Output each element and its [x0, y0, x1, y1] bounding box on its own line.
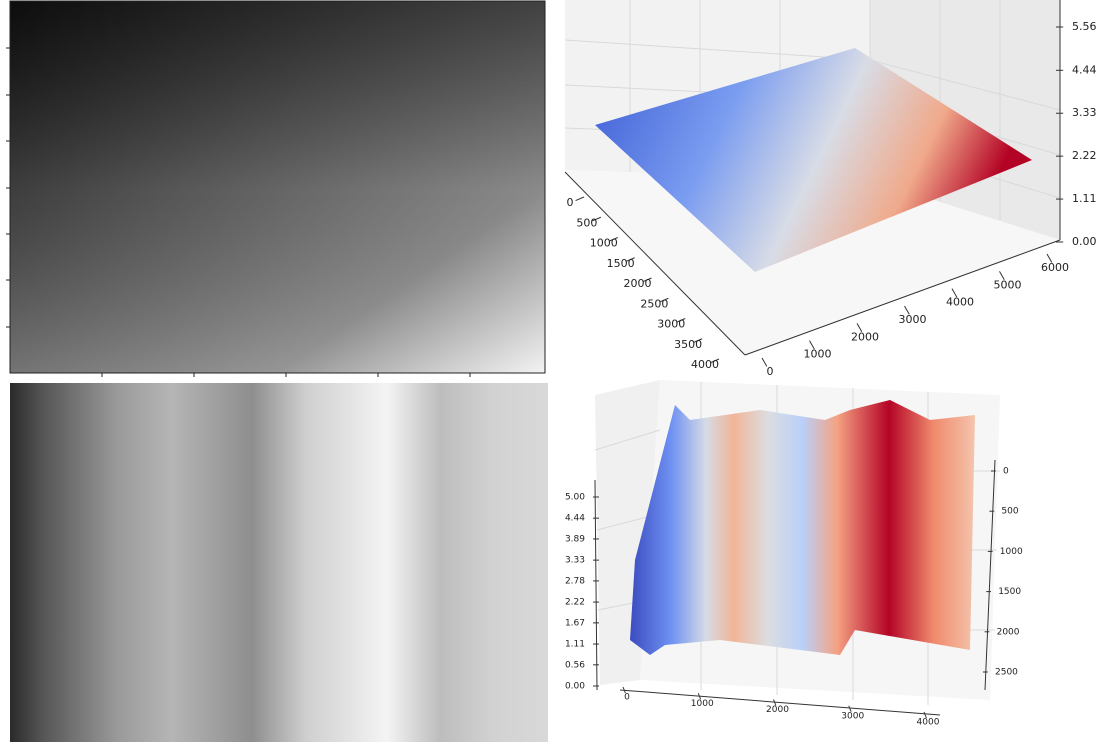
z-tick-label: 1.11 — [1072, 192, 1097, 205]
y-tick-label: 1000 — [1000, 547, 1023, 557]
image-shade — [10, 1, 545, 373]
z-tick-label: 3.33 — [1072, 106, 1097, 119]
z-tick-label: 0.00 — [1072, 235, 1097, 248]
image-panel — [6, 1, 545, 377]
y-tick-label: 0 — [767, 365, 774, 378]
z-tick-label: 2.22 — [565, 598, 585, 608]
z-tick-label: 3.89 — [565, 534, 585, 544]
z-tick-label: 2.78 — [565, 576, 585, 586]
z-tick-label: 5.00 — [565, 493, 585, 503]
y-tick-label: 2000 — [997, 627, 1020, 637]
image — [10, 383, 548, 742]
y-tick-label: 1000 — [804, 348, 832, 361]
x-tick-label: 0 — [567, 196, 574, 209]
y-tick-label: 2000 — [851, 330, 879, 343]
z-tick-label: 2.22 — [1072, 149, 1097, 162]
y-tick-label: 1500 — [998, 587, 1021, 597]
x-tick-label: 2500 — [640, 297, 668, 310]
pane — [565, 0, 1060, 355]
y-tick-label: 4000 — [946, 296, 974, 309]
y-tick-label: 6000 — [1041, 261, 1069, 274]
pane — [595, 380, 1000, 715]
y-tick-label: 0 — [1003, 467, 1009, 477]
y-tick-label: 3000 — [899, 313, 927, 326]
x-tick-label: 2000 — [624, 277, 652, 290]
y-tick-label: 2500 — [995, 668, 1018, 678]
x-tick-label: 4000 — [917, 718, 940, 728]
x-tick-label: 1500 — [607, 257, 635, 270]
x-tick-label: 1000 — [691, 699, 714, 709]
z-tick-label: 4.44 — [1072, 63, 1097, 76]
page: {"chart_data": [ {"type": "image"}, {"ty… — [0, 0, 1105, 742]
z-tick-label: 5.56 — [1072, 20, 1097, 33]
z-tick-label: 3.33 — [565, 556, 585, 566]
x-tick-label: 4000 — [691, 358, 719, 371]
x-tick-label: 3000 — [841, 711, 864, 721]
tick-mark — [576, 197, 584, 201]
y-tick-label: 5000 — [994, 278, 1022, 291]
figure: 0500100015002000250030003500400001000200… — [0, 0, 1105, 742]
x-tick-label: 3000 — [657, 318, 685, 331]
x-tick-label: 1000 — [590, 237, 618, 250]
x-tick-label: 0 — [624, 693, 630, 703]
x-tick-label: 500 — [576, 216, 597, 229]
z-tick-label: 4.44 — [565, 514, 585, 524]
y-tick-label: 500 — [1001, 507, 1018, 517]
z-tick-label: 1.67 — [565, 618, 585, 628]
x-tick-label: 3500 — [674, 338, 702, 351]
z-axis — [595, 480, 597, 690]
z-tick-label: 0.56 — [565, 660, 585, 670]
z-tick-label: 1.11 — [565, 640, 585, 650]
x-tick-label: 2000 — [766, 705, 789, 715]
surface — [630, 400, 975, 655]
z-tick-label: 0.00 — [565, 682, 585, 692]
